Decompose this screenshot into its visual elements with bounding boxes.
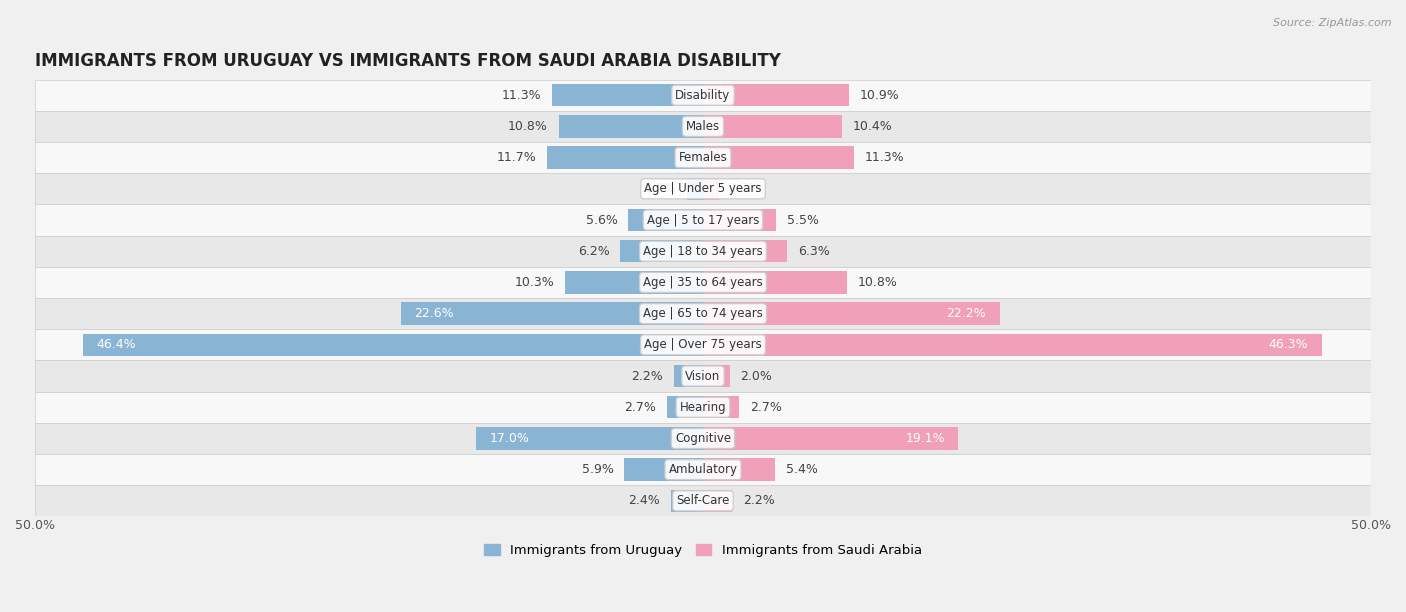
Text: 10.4%: 10.4% bbox=[852, 120, 893, 133]
Text: 2.0%: 2.0% bbox=[741, 370, 772, 382]
Text: 2.2%: 2.2% bbox=[744, 494, 775, 507]
Bar bbox=[624, 458, 703, 481]
Text: 10.9%: 10.9% bbox=[859, 89, 898, 102]
Bar bbox=[35, 80, 1371, 111]
Text: 17.0%: 17.0% bbox=[489, 432, 529, 445]
Text: 6.2%: 6.2% bbox=[578, 245, 609, 258]
Bar bbox=[666, 396, 703, 419]
Bar bbox=[703, 458, 775, 481]
Bar bbox=[671, 490, 703, 512]
Text: Hearing: Hearing bbox=[679, 401, 727, 414]
Legend: Immigrants from Uruguay, Immigrants from Saudi Arabia: Immigrants from Uruguay, Immigrants from… bbox=[478, 539, 928, 562]
Bar bbox=[688, 177, 703, 200]
Text: Age | 35 to 64 years: Age | 35 to 64 years bbox=[643, 276, 763, 289]
Bar bbox=[703, 365, 730, 387]
Bar bbox=[703, 209, 776, 231]
Bar bbox=[401, 302, 703, 325]
Bar bbox=[703, 490, 733, 512]
Text: Age | 18 to 34 years: Age | 18 to 34 years bbox=[643, 245, 763, 258]
Bar bbox=[703, 427, 957, 450]
Bar bbox=[628, 209, 703, 231]
Text: IMMIGRANTS FROM URUGUAY VS IMMIGRANTS FROM SAUDI ARABIA DISABILITY: IMMIGRANTS FROM URUGUAY VS IMMIGRANTS FR… bbox=[35, 52, 780, 70]
Bar bbox=[620, 240, 703, 263]
Text: Age | 5 to 17 years: Age | 5 to 17 years bbox=[647, 214, 759, 226]
Bar bbox=[553, 84, 703, 106]
Bar bbox=[703, 396, 740, 419]
Bar bbox=[35, 142, 1371, 173]
Text: Age | Over 75 years: Age | Over 75 years bbox=[644, 338, 762, 351]
Bar bbox=[35, 423, 1371, 454]
Bar bbox=[673, 365, 703, 387]
Bar bbox=[35, 485, 1371, 517]
Bar bbox=[35, 267, 1371, 298]
Text: Disability: Disability bbox=[675, 89, 731, 102]
Text: 1.2%: 1.2% bbox=[730, 182, 762, 195]
Text: 10.8%: 10.8% bbox=[508, 120, 548, 133]
Bar bbox=[35, 454, 1371, 485]
Bar bbox=[83, 334, 703, 356]
Text: Age | Under 5 years: Age | Under 5 years bbox=[644, 182, 762, 195]
Bar bbox=[703, 177, 718, 200]
Text: 2.2%: 2.2% bbox=[631, 370, 662, 382]
Text: 2.7%: 2.7% bbox=[749, 401, 782, 414]
Text: Males: Males bbox=[686, 120, 720, 133]
Text: 10.8%: 10.8% bbox=[858, 276, 898, 289]
Text: 11.3%: 11.3% bbox=[865, 151, 904, 164]
Text: 5.4%: 5.4% bbox=[786, 463, 818, 476]
Text: Females: Females bbox=[679, 151, 727, 164]
Text: 46.4%: 46.4% bbox=[97, 338, 136, 351]
Text: 5.5%: 5.5% bbox=[787, 214, 820, 226]
Text: 19.1%: 19.1% bbox=[905, 432, 945, 445]
Bar bbox=[565, 271, 703, 294]
Text: Vision: Vision bbox=[685, 370, 721, 382]
Bar bbox=[703, 84, 849, 106]
Bar bbox=[703, 271, 848, 294]
Text: 5.6%: 5.6% bbox=[586, 214, 617, 226]
Bar bbox=[703, 115, 842, 138]
Bar bbox=[35, 236, 1371, 267]
Bar bbox=[703, 302, 1000, 325]
Text: Source: ZipAtlas.com: Source: ZipAtlas.com bbox=[1274, 18, 1392, 28]
Text: 6.3%: 6.3% bbox=[797, 245, 830, 258]
Bar bbox=[35, 360, 1371, 392]
Bar bbox=[35, 204, 1371, 236]
Text: Cognitive: Cognitive bbox=[675, 432, 731, 445]
Text: 46.3%: 46.3% bbox=[1268, 338, 1308, 351]
Text: 10.3%: 10.3% bbox=[515, 276, 555, 289]
Text: 22.6%: 22.6% bbox=[415, 307, 454, 320]
Text: 2.7%: 2.7% bbox=[624, 401, 657, 414]
Bar bbox=[703, 146, 853, 169]
Bar bbox=[558, 115, 703, 138]
Text: Age | 65 to 74 years: Age | 65 to 74 years bbox=[643, 307, 763, 320]
Bar bbox=[35, 173, 1371, 204]
Text: 1.2%: 1.2% bbox=[644, 182, 676, 195]
Bar bbox=[35, 298, 1371, 329]
Text: 11.7%: 11.7% bbox=[496, 151, 536, 164]
Bar bbox=[35, 111, 1371, 142]
Bar bbox=[703, 334, 1322, 356]
Text: Ambulatory: Ambulatory bbox=[668, 463, 738, 476]
Bar bbox=[35, 329, 1371, 360]
Text: 2.4%: 2.4% bbox=[628, 494, 661, 507]
Text: Self-Care: Self-Care bbox=[676, 494, 730, 507]
Text: 11.3%: 11.3% bbox=[502, 89, 541, 102]
Bar bbox=[703, 240, 787, 263]
Text: 22.2%: 22.2% bbox=[946, 307, 986, 320]
Bar bbox=[475, 427, 703, 450]
Bar bbox=[547, 146, 703, 169]
Text: 5.9%: 5.9% bbox=[582, 463, 613, 476]
Bar bbox=[35, 392, 1371, 423]
